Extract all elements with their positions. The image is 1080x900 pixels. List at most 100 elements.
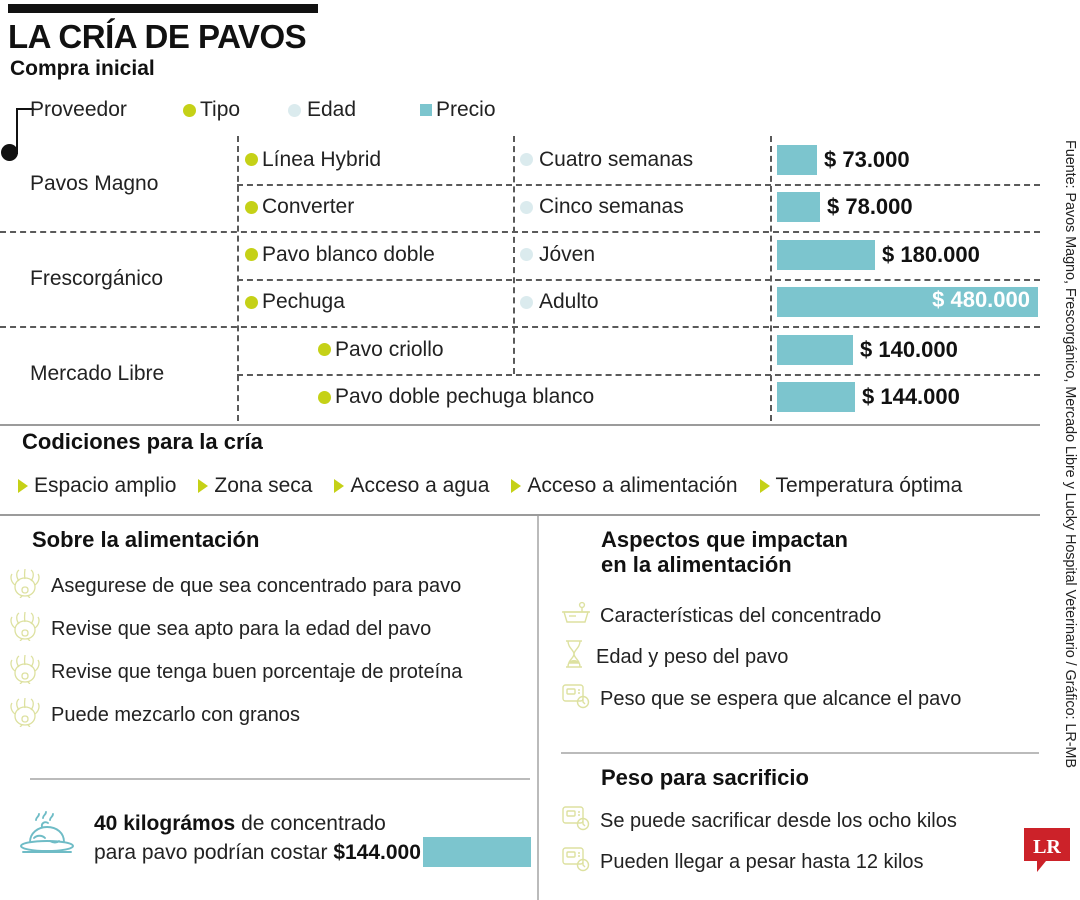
impacts-column: Aspectos que impactan en la alimentación… (539, 516, 1040, 900)
list-item-label: Revise que tenga buen porcentaje de prot… (51, 660, 463, 683)
feeding-title: Sobre la alimentación (32, 527, 260, 552)
cell-tipo: Línea Hybrid (245, 136, 381, 184)
source-credit: Fuente: Pavos Magno, Frescorgánico, Merc… (1062, 140, 1078, 768)
legend-item-edad: Edad (288, 98, 356, 122)
legend-item-tipo: Tipo (183, 98, 240, 122)
price-label: $ 180.000 (882, 241, 980, 267)
condition-item: Acceso a alimentación (511, 474, 738, 498)
panels-separator (0, 514, 1040, 516)
cell-precio: $ 140.000 (777, 326, 1042, 374)
table-row: Converter Cinco semanas $ 78.000 (0, 184, 1040, 232)
table-row: Mercado Libre Pavo criollo $ 140.000 (0, 326, 1042, 385)
edad-dot-icon (288, 103, 301, 117)
turkey-icon (8, 654, 42, 690)
cell-edad: Cinco semanas (520, 184, 684, 232)
cell-edad: Cuatro semanas (520, 136, 693, 184)
cell-precio: $ 144.000 (777, 374, 1042, 422)
list-item: Edad y peso del pavo (561, 639, 961, 675)
cell-proveedor: Mercado Libre (30, 326, 230, 421)
cell-tipo: Pavo doble pechuga blanco (318, 374, 594, 422)
table-horizontal-divider (237, 278, 1040, 281)
tipo-dot-icon (245, 248, 258, 262)
columns-divider (537, 516, 539, 900)
triangle-bullet-icon (759, 479, 770, 493)
turkey-icon (8, 611, 42, 647)
table-horizontal-divider (237, 373, 1040, 376)
price-bar (777, 192, 820, 223)
hourglass-icon (561, 639, 587, 675)
edad-dot-icon (520, 200, 533, 214)
edad-dot-icon (520, 295, 533, 309)
triangle-bullet-icon (18, 479, 28, 493)
proveedor-label: Frescorgánico (30, 266, 164, 290)
legend-label-proveedor: Proveedor (30, 98, 127, 121)
legend-label-edad: Edad (307, 98, 357, 121)
concentrate-line2-pre: para pavo podrían costar (94, 841, 334, 865)
cell-proveedor: Pavos Magno (30, 136, 230, 231)
tipo-dot-icon (318, 390, 331, 404)
list-item-label: Características del concentrado (600, 604, 882, 627)
list-item-label: Asegurese de que sea concentrado para pa… (51, 574, 462, 597)
edad-label: Cinco semanas (539, 195, 684, 219)
legend-label-tipo: Tipo (200, 98, 241, 121)
table-row: Pechuga Adulto $ 480.000 (0, 279, 1040, 327)
list-item-label: Pueden llegar a pesar hasta 12 kilos (600, 850, 924, 873)
cell-precio: $ 78.000 (777, 184, 1042, 232)
cell-precio: $ 73.000 (777, 136, 1042, 184)
precio-square-icon (420, 104, 432, 116)
price-bar (777, 144, 817, 175)
cell-tipo: Pavo criollo (318, 326, 444, 374)
feeder-trough-icon (561, 600, 591, 632)
slaughter-list: Se puede sacrificar desde los ocho kilos… (561, 804, 957, 886)
condition-item: Zona seca (198, 474, 312, 498)
roast-turkey-platter-icon (18, 808, 80, 869)
cell-tipo: Pechuga (245, 279, 345, 327)
cell-precio: $ 180.000 (777, 231, 1042, 279)
list-item: Pueden llegar a pesar hasta 12 kilos (561, 845, 957, 879)
cell-precio: $ 480.000 (777, 279, 1042, 327)
cell-tipo: Converter (245, 184, 354, 232)
condition-item: Espacio amplio (18, 474, 176, 498)
table-row: Pavo doble pechuga blanco $ 144.000 (0, 374, 1040, 422)
impacts-list: Características del concentrado Edad y p… (561, 600, 961, 723)
table-row: Pavos Magno Línea Hybrid Cuatro semanas $ 7… (0, 136, 1042, 195)
lr-logo: LR (1024, 828, 1070, 874)
price-label: $ 78.000 (827, 194, 913, 220)
proveedor-label: Pavos Magno (30, 171, 159, 195)
conditions-title: Codiciones para la cría (22, 429, 263, 454)
impacts-rule (561, 752, 1039, 754)
list-item: Asegurese de que sea concentrado para pa… (8, 568, 462, 604)
feeding-rule (30, 778, 530, 780)
title-top-rule (8, 4, 318, 13)
concentrate-price: $144.000 (333, 841, 421, 865)
edad-dot-icon (520, 153, 533, 167)
cell-edad: Jóven (520, 231, 595, 279)
list-item: Características del concentrado (561, 600, 961, 632)
weight-scale-icon (561, 682, 591, 716)
impacts-title-line2: en la alimentación (601, 551, 792, 577)
tipo-dot-icon (245, 153, 258, 167)
triangle-bullet-icon (334, 479, 345, 493)
legend-label-precio: Precio (436, 98, 496, 121)
impacts-title-line1: Aspectos que impactan (601, 527, 848, 552)
tipo-dot-icon (183, 103, 196, 117)
tipo-label: Pechuga (262, 290, 345, 314)
weight-scale-icon (561, 804, 591, 838)
triangle-bullet-icon (198, 479, 209, 493)
list-item-label: Revise que sea apto para la edad del pav… (51, 617, 432, 640)
concentrate-callout: 40 kilográmos de concentrado para pavo p… (18, 808, 531, 869)
cell-proveedor: Frescorgánico (30, 231, 230, 326)
proveedor-label: Mercado Libre (30, 361, 165, 385)
turkey-icon (8, 568, 42, 604)
turkey-icon (8, 697, 42, 733)
legend-item-proveedor: Proveedor (30, 98, 127, 122)
list-item-label: Peso que se espera que alcance el pavo (600, 687, 962, 710)
condition-label: Zona seca (214, 474, 313, 497)
table-horizontal-divider (0, 231, 1040, 233)
compra-inicial-table: Pavos Magno Línea Hybrid Cuatro semanas $ 7… (0, 136, 1040, 421)
section-subtitle: Compra inicial (10, 57, 155, 80)
condition-label: Temperatura óptima (775, 474, 963, 497)
price-label: $ 144.000 (862, 384, 960, 410)
tipo-label: Pavo criollo (335, 337, 444, 361)
list-item-label: Se puede sacrificar desde los ocho kilos (600, 809, 957, 832)
